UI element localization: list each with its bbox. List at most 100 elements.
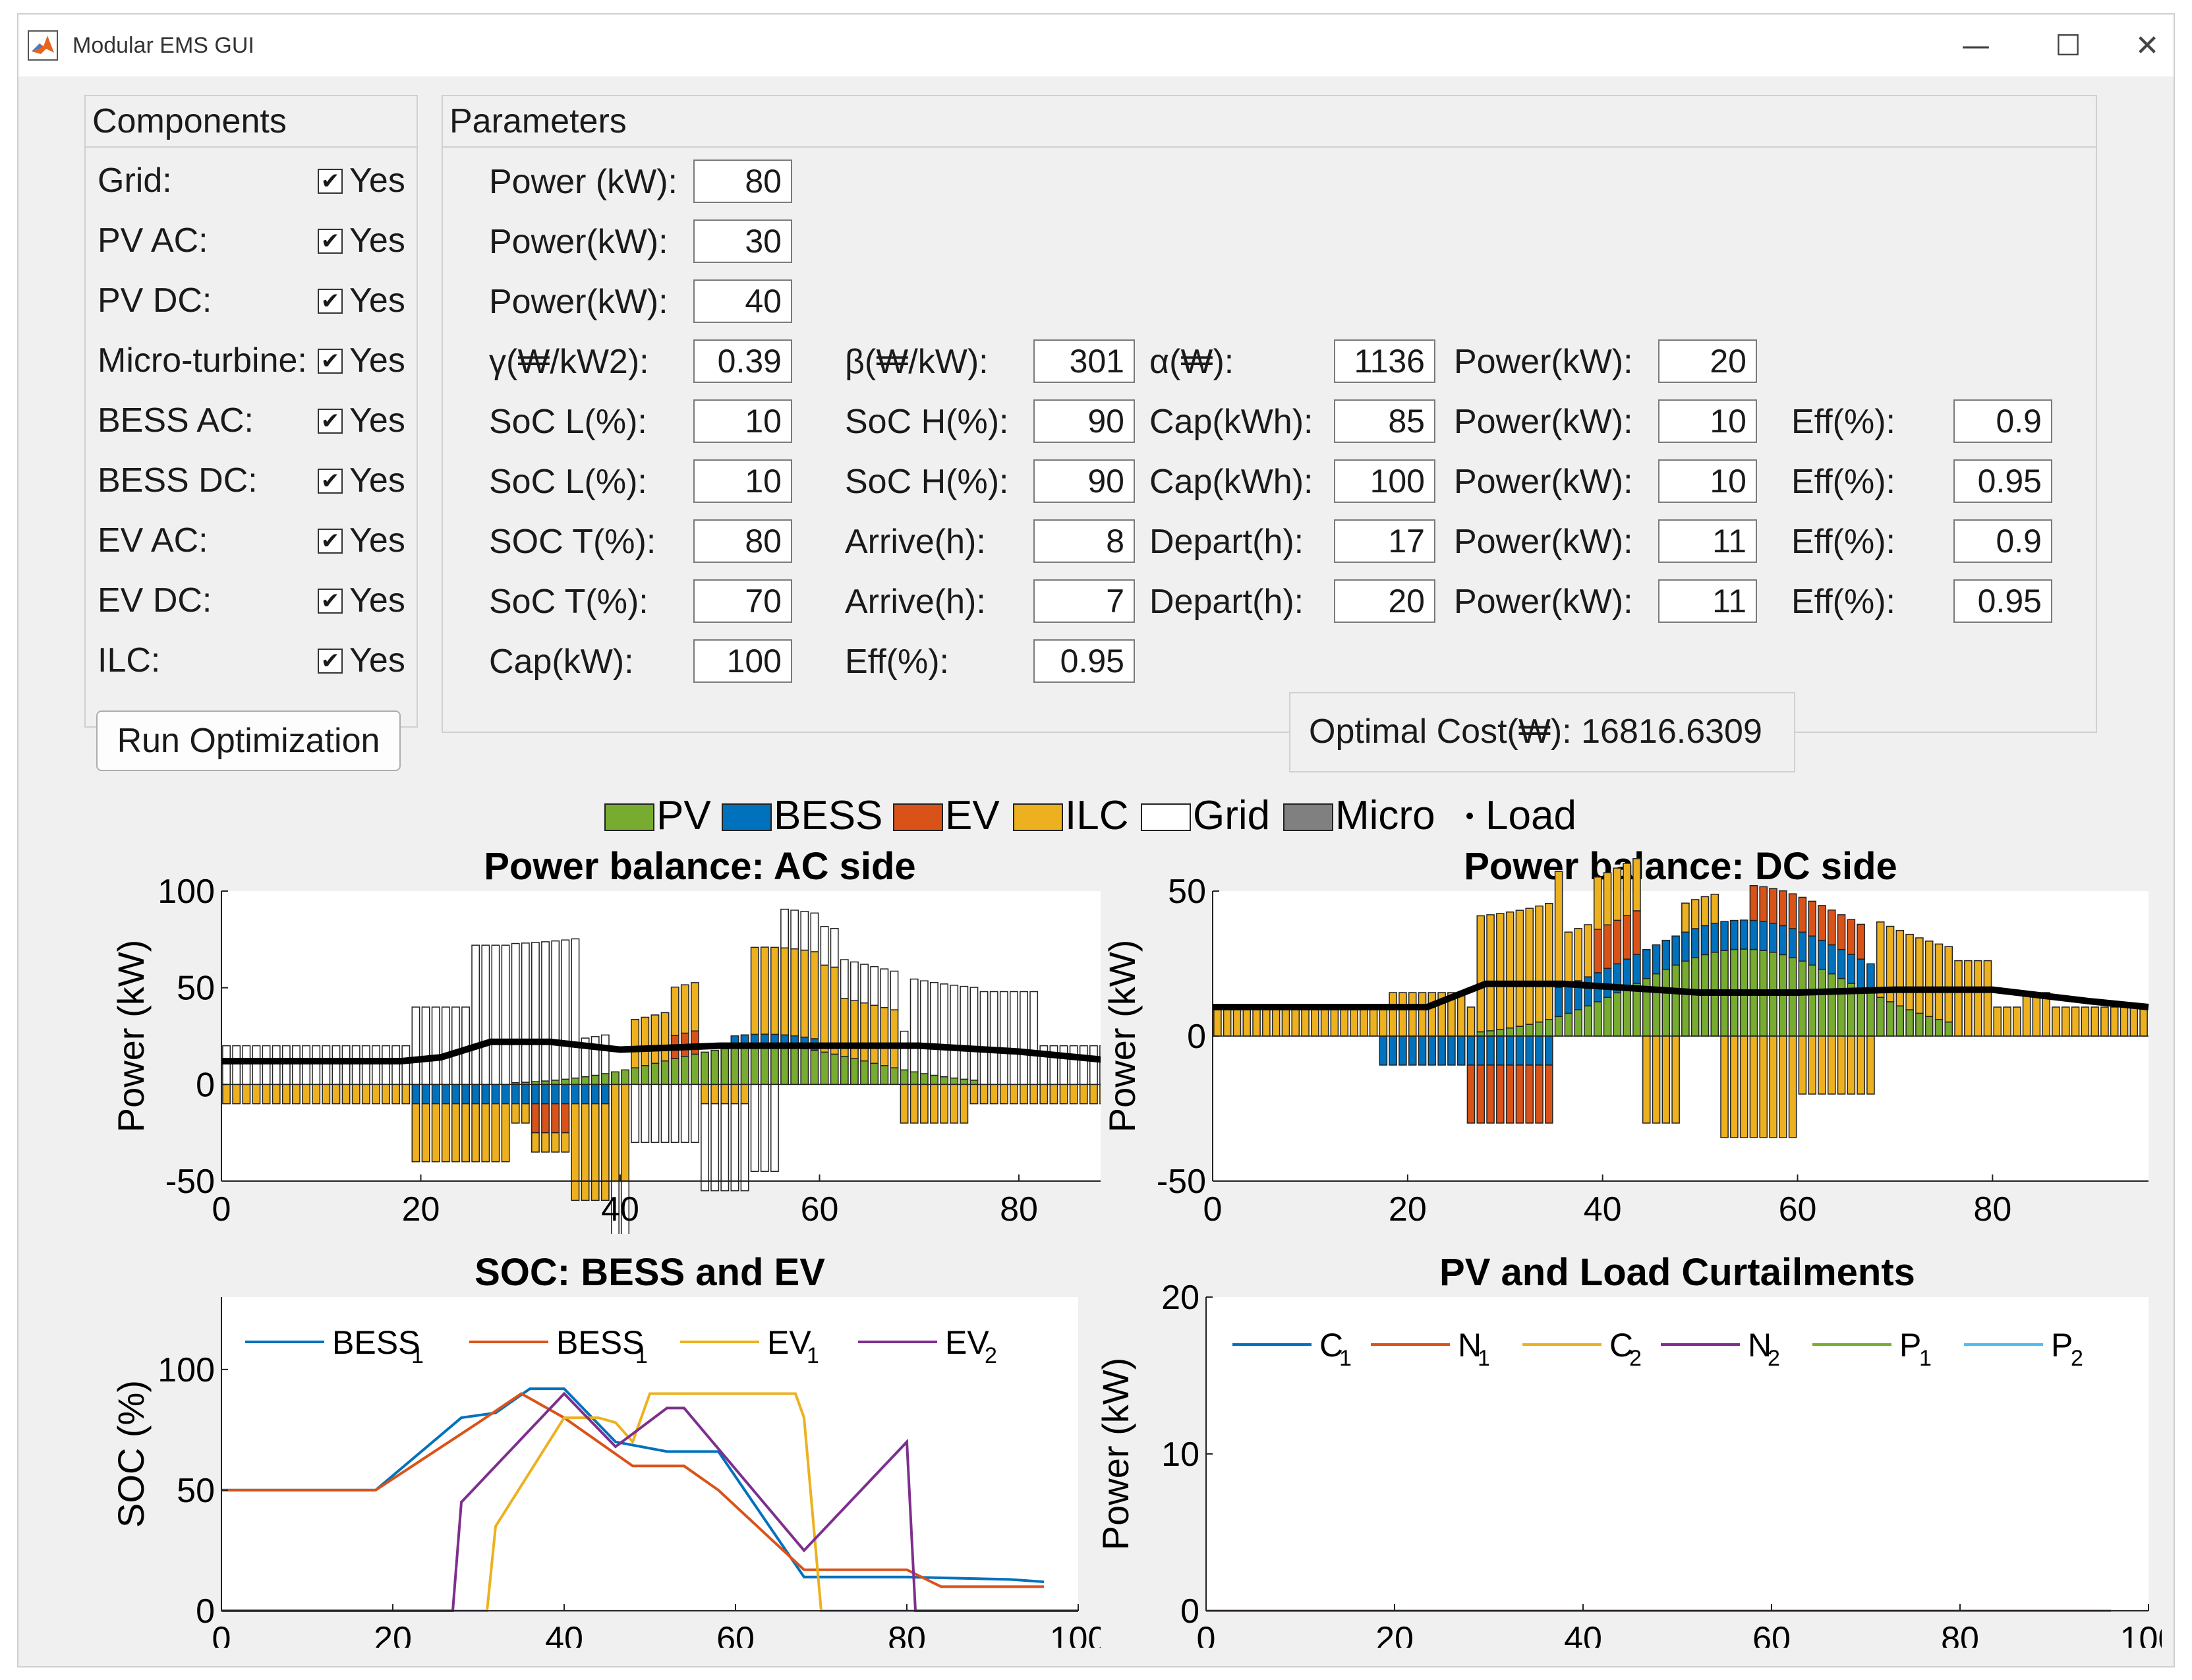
parameter-input[interactable]: 85	[1334, 399, 1435, 443]
bar-ilc	[232, 1084, 241, 1105]
parameter-input[interactable]: 20	[1658, 339, 1757, 383]
parameter-input[interactable]: 100	[1334, 459, 1435, 503]
bar-ev	[1545, 1064, 1553, 1124]
bar-ilc	[960, 1084, 969, 1124]
parameter-input[interactable]: 30	[693, 219, 792, 263]
parameter-input[interactable]: 80	[693, 519, 792, 563]
bar-ilc	[1359, 1006, 1368, 1037]
bar-ilc	[691, 982, 699, 1031]
bar-bess	[521, 1084, 530, 1105]
bar-grid	[401, 1045, 411, 1086]
bar-bess	[1535, 1035, 1543, 1066]
component-checkbox[interactable]: ✔	[318, 529, 343, 554]
parameter-input[interactable]: 90	[1033, 399, 1135, 443]
bar-pv	[1525, 1024, 1534, 1037]
component-checkbox[interactable]: ✔	[318, 229, 343, 254]
bar-pv	[890, 1067, 899, 1086]
bar-pv	[720, 1048, 730, 1086]
bar-grid	[701, 1103, 709, 1192]
bar-pv	[1554, 1016, 1563, 1037]
bar-grid	[372, 1045, 380, 1086]
bar-ev	[1788, 893, 1797, 929]
bar-ilc	[1262, 1006, 1271, 1037]
parameter-label: γ(₩/kW2):	[489, 343, 649, 381]
minimize-icon[interactable]: —	[1961, 28, 1990, 63]
bar-grid	[810, 912, 819, 952]
parameter-input[interactable]: 301	[1033, 339, 1135, 383]
parameter-input[interactable]: 11	[1658, 519, 1757, 563]
bar-ilc	[1593, 876, 1602, 930]
bar-ilc	[919, 1084, 929, 1124]
close-icon[interactable]: ✕	[2135, 28, 2160, 63]
bar-grid	[441, 1006, 450, 1086]
run-optimization-button[interactable]: Run Optimization	[96, 710, 401, 771]
bar-ilc	[591, 1103, 600, 1202]
parameter-input[interactable]: 1136	[1334, 339, 1435, 383]
parameter-input[interactable]: 7	[1033, 579, 1135, 623]
bar-ilc	[541, 1132, 550, 1153]
legend-label: ILC	[1065, 793, 1128, 838]
bar-ilc	[382, 1084, 390, 1105]
bar-ilc	[1369, 1006, 1378, 1037]
bar-ilc	[421, 1103, 430, 1163]
component-checkbox[interactable]: ✔	[318, 169, 343, 194]
bar-grid	[391, 1045, 401, 1086]
component-checkbox[interactable]: ✔	[318, 349, 343, 374]
bar-ilc	[302, 1084, 310, 1105]
bar-ilc	[1457, 992, 1466, 1037]
bar-grid	[650, 1084, 660, 1144]
x-tick-label: 0	[1197, 1620, 1216, 1648]
maximize-icon[interactable]: ☐	[2055, 28, 2081, 63]
component-checkbox[interactable]: ✔	[318, 649, 343, 674]
parameter-input[interactable]: 0.9	[1953, 399, 2052, 443]
parameter-input[interactable]: 10	[1658, 399, 1757, 443]
legend-subscript: 1	[1919, 1346, 1932, 1371]
parameter-input[interactable]: 0.39	[693, 339, 792, 383]
parameter-input[interactable]: 70	[693, 579, 792, 623]
bar-bess	[1857, 958, 1865, 989]
component-checkbox[interactable]: ✔	[318, 409, 343, 434]
parameter-input[interactable]: 100	[693, 639, 792, 683]
bar-bess	[1428, 1035, 1437, 1066]
bar-ilc	[900, 1084, 909, 1124]
parameter-input[interactable]: 11	[1658, 579, 1757, 623]
bar-pv	[1505, 1028, 1514, 1037]
bar-ilc	[880, 1007, 889, 1066]
parameter-input[interactable]: 0.95	[1953, 459, 2052, 503]
bar-ilc	[2071, 1006, 2080, 1037]
bar-pv	[840, 1055, 849, 1086]
parameter-input[interactable]: 40	[693, 279, 792, 323]
parameter-input[interactable]: 10	[693, 459, 792, 503]
bar-pv	[1866, 992, 1875, 1037]
component-checkbox[interactable]: ✔	[318, 289, 343, 314]
bar-ev	[1505, 1064, 1514, 1124]
bar-grid	[501, 944, 510, 1086]
parameter-input[interactable]: 10	[1658, 459, 1757, 503]
parameter-input[interactable]: 80	[693, 159, 792, 203]
parameter-input[interactable]: 0.95	[1033, 639, 1135, 683]
parameter-input[interactable]: 0.9	[1953, 519, 2052, 563]
bar-ilc	[999, 1084, 1008, 1105]
bar-ilc	[341, 1084, 351, 1105]
parameter-input[interactable]: 20	[1334, 579, 1435, 623]
bar-bess	[561, 1084, 570, 1105]
bar-ilc	[1749, 1035, 1758, 1138]
legend-label: BESS	[774, 793, 882, 838]
parameter-input[interactable]: 10	[693, 399, 792, 443]
bar-ilc	[1379, 1006, 1388, 1037]
parameter-input[interactable]: 17	[1334, 519, 1435, 563]
parameter-label: Power (kW):	[489, 163, 678, 201]
parameters-title: Parameters	[443, 96, 2096, 148]
component-checkbox[interactable]: ✔	[318, 469, 343, 494]
bar-ilc	[660, 1012, 670, 1062]
parameter-input[interactable]: 8	[1033, 519, 1135, 563]
bar-grid	[571, 938, 580, 1079]
bar-pv	[600, 1073, 610, 1086]
bar-bess	[1545, 1035, 1553, 1066]
component-checkbox[interactable]: ✔	[318, 589, 343, 614]
bar-bess	[1847, 954, 1856, 984]
parameter-input[interactable]: 0.95	[1953, 579, 2052, 623]
y-tick-label: 10	[1161, 1435, 1199, 1474]
parameter-input[interactable]: 90	[1033, 459, 1135, 503]
